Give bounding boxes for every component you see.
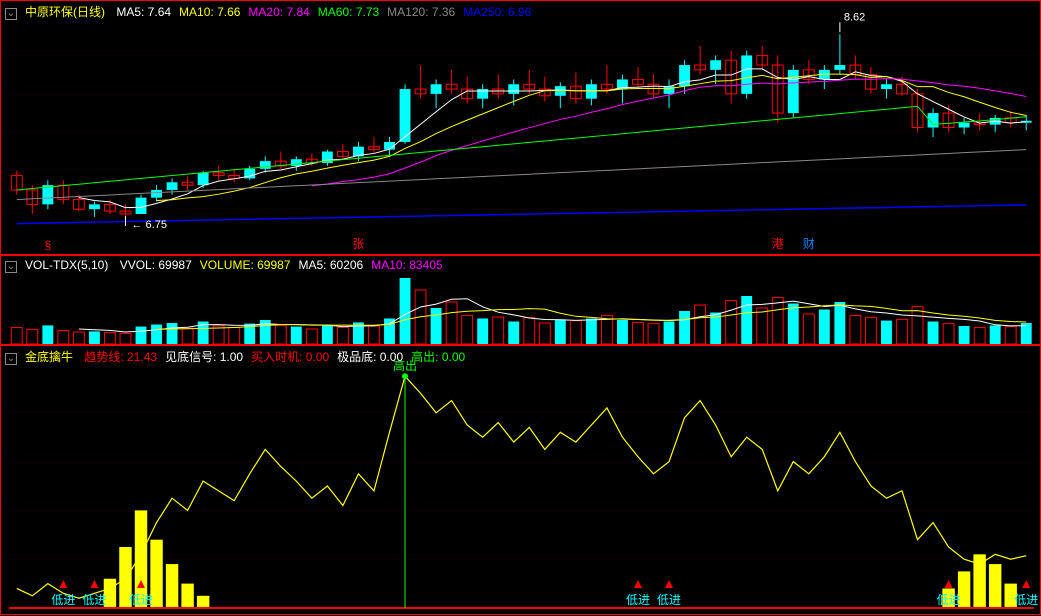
indicator-panel[interactable]: ⌄ 金底擒牛 趋势线: 21.43 见底信号: 1.00 买入时机: 0.00 极品底:… (0, 345, 1041, 615)
ind-value: 高出: 0.00 (411, 350, 465, 364)
ma-indicator: MA120: 7.36 (387, 5, 455, 19)
svg-text:低进: 低进 (82, 593, 106, 607)
event-marker: 财 (803, 235, 815, 252)
svg-text:低进: 低进 (129, 593, 153, 607)
svg-text:低进: 低进 (657, 593, 681, 607)
volume-panel[interactable]: ⌄ VOL-TDX(5,10) VVOL: 69987 VOLUME: 69987 M… (0, 255, 1041, 345)
svg-text:低进: 低进 (51, 593, 75, 607)
stock-title: 中原环保(日线) (25, 5, 105, 19)
svg-text:8.62: 8.62 (844, 11, 865, 23)
toggle-icon[interactable]: ⌄ (5, 261, 17, 273)
ind-value: 买入时机: 0.00 (251, 350, 329, 364)
event-marker: 港 (772, 235, 784, 252)
svg-text:低进: 低进 (1014, 593, 1038, 607)
ma-indicator: MA250: 6.96 (463, 5, 531, 19)
ma-indicator: MA10: 7.66 (179, 5, 240, 19)
vol-indicator: VVOL: 69987 (120, 258, 192, 272)
event-marker: § (44, 238, 51, 252)
vol-indicator: VOLUME: 69987 (200, 258, 291, 272)
toggle-icon[interactable]: ⌄ (5, 353, 17, 365)
ma-indicator: MA60: 7.73 (318, 5, 379, 19)
svg-text:低进: 低进 (937, 593, 961, 607)
candlestick-panel[interactable]: ⌄ 中原环保(日线) MA5: 7.64 MA10: 7.66 MA20: 7.84 M… (0, 0, 1041, 255)
ind-value: 趋势线: 21.43 (84, 350, 157, 364)
toggle-icon[interactable]: ⌄ (5, 8, 17, 20)
ind-title: 金底擒牛 (25, 350, 73, 364)
ma-indicator: MA20: 7.84 (248, 5, 309, 19)
vol-indicator: MA5: 60206 (298, 258, 363, 272)
ind-value: 极品底: 0.00 (337, 350, 403, 364)
event-marker: 张 (352, 235, 364, 252)
ma-indicator: MA5: 7.64 (116, 5, 171, 19)
svg-text:← 6.75: ← 6.75 (131, 219, 166, 231)
svg-text:低进: 低进 (626, 593, 650, 607)
vol-title: VOL-TDX(5,10) (25, 258, 108, 272)
ind-value: 见底信号: 1.00 (165, 350, 243, 364)
vol-indicator: MA10: 83405 (371, 258, 442, 272)
